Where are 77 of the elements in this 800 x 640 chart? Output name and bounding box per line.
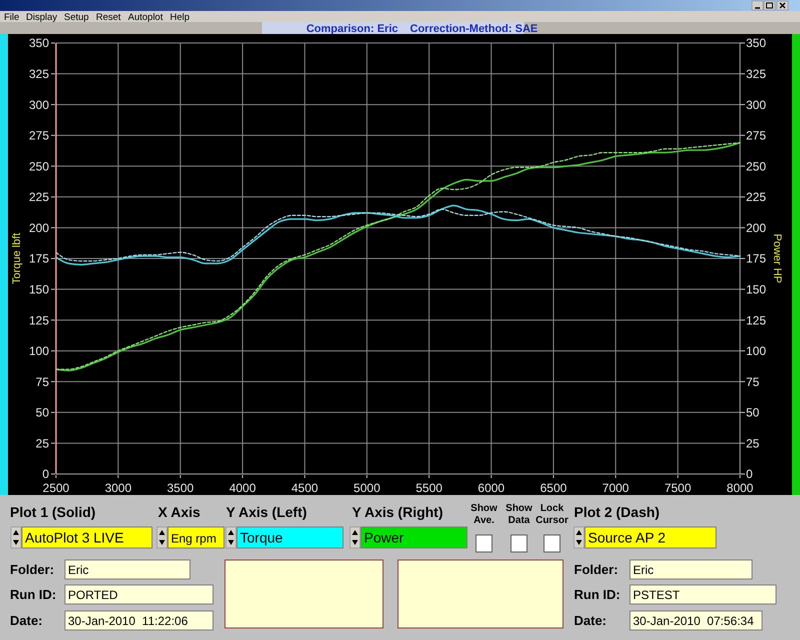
y2-tick-label: 125 xyxy=(746,313,766,328)
text: Show Ave. xyxy=(470,503,498,526)
text: Lock Cursor xyxy=(536,503,568,526)
x-tick-label: 6500 xyxy=(540,481,568,495)
x-tick-label: 2500 xyxy=(42,481,70,495)
chart-subtitle: Correction-Method: SAE xyxy=(410,23,538,35)
y2-tick-label: 250 xyxy=(746,159,766,174)
y2-tick-label: 175 xyxy=(746,252,766,266)
text: Eric xyxy=(633,563,654,577)
text: AutoPlot 3 LIVE xyxy=(25,530,124,546)
y2-axis-title: Power HP xyxy=(771,234,783,284)
y-tick-label: 125 xyxy=(28,313,50,328)
source-note: Source AP 2 xyxy=(588,530,666,546)
x-tick-label: 5000 xyxy=(354,481,381,495)
text: PSTEST xyxy=(633,588,680,602)
text: Power xyxy=(364,530,404,546)
text: Y Axis (Right) xyxy=(352,504,444,520)
text: Setup xyxy=(64,12,89,23)
text: Run ID: xyxy=(10,587,56,602)
x-tick-label: 4000 xyxy=(229,481,256,495)
y-tick-label: 50 xyxy=(36,406,50,420)
y-tick-label: 225 xyxy=(28,190,50,204)
text: Torque xyxy=(240,530,284,546)
y2-tick-label: 200 xyxy=(746,220,766,235)
y2-tick-label: 50 xyxy=(746,406,760,420)
y2-tick-label: 325 xyxy=(746,66,766,81)
text: Date: xyxy=(10,613,43,628)
y-tick-label: 100 xyxy=(28,344,50,358)
y-axis-title: Torque lbft xyxy=(11,232,23,284)
text: Show Data xyxy=(506,503,533,526)
text: Help xyxy=(170,12,190,23)
text: 30-Jan-2010 11:22:06 xyxy=(68,614,188,628)
y-tick-label: 350 xyxy=(28,36,50,50)
text: Plot 2 (Dash) xyxy=(574,504,660,520)
text: Y Axis (Left) xyxy=(226,504,307,520)
text: Plot 1 (Solid) xyxy=(10,504,96,520)
y2-tick-label: 350 xyxy=(746,36,766,50)
y2-tick-label: 25 xyxy=(746,436,760,450)
text: Folder: xyxy=(574,562,618,577)
y-tick-label: 200 xyxy=(28,220,50,235)
text: File xyxy=(4,12,20,23)
text: Display xyxy=(26,12,58,23)
text: Reset xyxy=(96,12,122,23)
x-tick-label: 6000 xyxy=(478,481,505,495)
x-tick-label: 8000 xyxy=(726,481,754,495)
y2-tick-label: 275 xyxy=(746,128,766,143)
y2-tick-label: 225 xyxy=(746,190,766,204)
x-tick-label: 4500 xyxy=(291,481,318,495)
text: Autoplot xyxy=(128,12,164,23)
y-tick-label: 275 xyxy=(28,128,50,143)
text: Run ID: xyxy=(574,587,620,602)
y2-tick-label: 75 xyxy=(746,374,760,389)
text: Date: xyxy=(574,613,607,628)
text: 30-Jan-2010 07:56:34 xyxy=(633,614,754,628)
chart-title: Comparison: Eric xyxy=(306,23,398,35)
y-tick-label: 325 xyxy=(28,66,50,81)
y-tick-label: 300 xyxy=(28,98,50,112)
y-tick-label: 175 xyxy=(28,252,50,266)
y2-tick-label: 300 xyxy=(746,98,766,112)
x-tick-label: 3000 xyxy=(104,481,132,495)
y-tick-label: 75 xyxy=(36,374,50,389)
y-tick-label: 150 xyxy=(28,282,50,296)
text: Eric xyxy=(68,563,89,577)
x-tick-label: 3500 xyxy=(167,481,194,495)
x-tick-label: 7000 xyxy=(602,481,630,495)
y2-tick-label: 150 xyxy=(746,282,766,296)
y-tick-label: 0 xyxy=(42,467,50,482)
text: Eng rpm xyxy=(171,532,216,546)
y2-tick-label: 0 xyxy=(746,467,753,482)
y-tick-label: 250 xyxy=(28,159,50,174)
x-tick-label: 7500 xyxy=(664,481,692,495)
text: X Axis xyxy=(158,504,200,520)
y-tick-label: 25 xyxy=(36,436,50,450)
text: Folder: xyxy=(10,562,54,577)
x-tick-label: 5500 xyxy=(416,481,443,495)
text: PORTED xyxy=(68,588,118,602)
y2-tick-label: 100 xyxy=(746,344,766,358)
